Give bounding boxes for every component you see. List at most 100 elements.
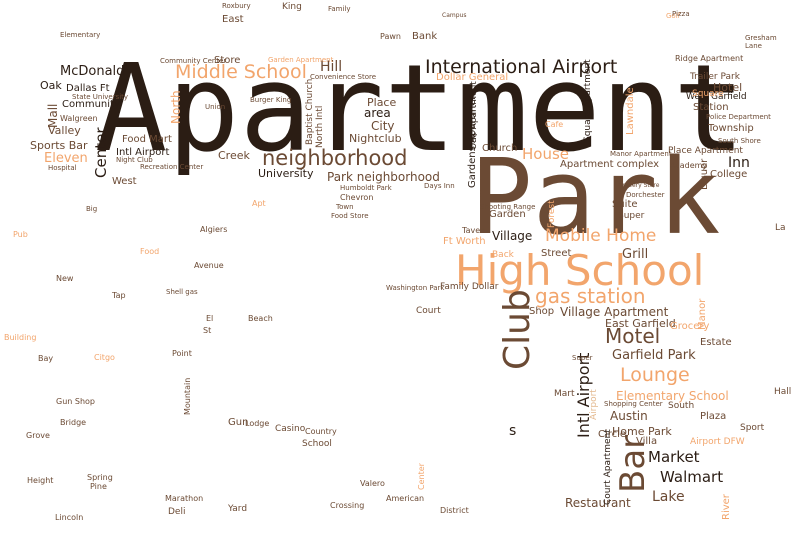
cloud-word: Washington Park — [386, 284, 445, 292]
cloud-word: Dollar General — [436, 72, 509, 83]
cloud-word: School — [302, 439, 332, 449]
cloud-word: Circle — [598, 429, 627, 440]
cloud-word: Hill — [320, 59, 343, 75]
cloud-word: area — [364, 106, 391, 120]
cloud-word: Gun Shop — [56, 397, 96, 406]
cloud-word: West Garfield — [686, 92, 747, 102]
cloud-word: Home Park — [612, 425, 672, 438]
cloud-word: Nightclub — [349, 132, 402, 145]
cloud-word: Academy — [670, 161, 708, 170]
cloud-word: Spring — [87, 473, 113, 482]
cloud-word: Club — [497, 289, 538, 370]
cloud-word: Place — [367, 96, 397, 109]
cloud-word: Park — [470, 136, 721, 258]
cloud-word: Community Center — [160, 57, 227, 65]
cloud-word: Union — [205, 103, 226, 111]
cloud-word: Intl Airport — [116, 147, 170, 158]
cloud-word: South — [668, 401, 695, 411]
cloud-word: Building — [4, 333, 37, 342]
cloud-word: College — [710, 169, 748, 180]
cloud-word: Super — [572, 354, 593, 362]
cloud-word: Inn — [728, 155, 750, 171]
cloud-word: Court Apartment — [603, 429, 613, 505]
cloud-word: North — [169, 90, 183, 124]
cloud-word: Deli — [168, 507, 186, 517]
cloud-word: Citgo — [94, 353, 115, 362]
cloud-word: Trailer Park — [690, 72, 740, 82]
cloud-word: Mart — [554, 389, 575, 399]
cloud-word: American — [386, 494, 425, 503]
cloud-word: Sport — [740, 423, 765, 433]
cloud-word: Church — [482, 143, 518, 154]
cloud-word: gas station — [535, 284, 646, 308]
cloud-word: Pine — [90, 482, 107, 491]
cloud-word: Baptist Church — [305, 78, 315, 145]
cloud-word: Street — [541, 248, 572, 259]
cloud-word: State University — [72, 93, 129, 101]
cloud-word: Big — [86, 205, 98, 213]
cloud-word: Dorchester — [626, 191, 665, 199]
cloud-word: Convenience Store — [310, 73, 377, 81]
cloud-word: Motel — [605, 324, 661, 348]
cloud-word: Pawn — [380, 32, 401, 41]
cloud-word: Village — [492, 229, 533, 243]
cloud-word: Suite — [612, 199, 638, 210]
cloud-word: Grocery — [670, 321, 710, 332]
cloud-word: Forest — [547, 200, 557, 228]
cloud-word: Roxbury — [222, 2, 251, 10]
cloud-word: Center — [417, 463, 426, 490]
cloud-word: Dallas Ft — [66, 83, 110, 94]
cloud-word: Lincoln — [55, 513, 84, 522]
cloud-word: Valero — [360, 479, 385, 488]
cloud-word: Crossing — [330, 501, 365, 510]
cloud-word: Square Apartment — [583, 59, 593, 142]
cloud-word: Hotel — [713, 81, 743, 94]
cloud-word: Garfield Park — [612, 348, 696, 363]
cloud-word: Community — [62, 99, 120, 110]
cloud-word: Oak — [40, 79, 62, 92]
cloud-word: Place Apartment — [668, 146, 743, 156]
cloud-word: Lounge — [620, 364, 690, 386]
cloud-word: City — [371, 119, 395, 133]
cloud-word: Food Store — [331, 212, 369, 220]
cloud-word: Campus — [442, 12, 467, 19]
cloud-word: Grocery Store — [618, 182, 660, 189]
cloud-word: Villa — [636, 436, 658, 447]
cloud-word: Estate — [700, 337, 732, 348]
cloud-word: East — [222, 14, 244, 25]
cloud-word: neighborhood — [262, 146, 408, 170]
cloud-word: Walmart — [660, 468, 724, 486]
cloud-word: Food Mart — [122, 134, 172, 145]
cloud-word: La — [775, 223, 786, 233]
cloud-word: North Intl — [315, 105, 325, 148]
cloud-word: Market — [648, 448, 700, 466]
cloud-word: Point — [172, 349, 192, 358]
cloud-word: University — [258, 167, 314, 180]
cloud-word: Chevron — [340, 193, 374, 202]
cloud-word: Super — [618, 211, 645, 221]
cloud-word: Lake — [652, 489, 685, 505]
cloud-word: New — [56, 274, 74, 283]
cloud-word: Airport DFW — [690, 437, 745, 447]
cloud-word: Restaurant — [565, 496, 631, 510]
cloud-word: District — [440, 506, 469, 515]
cloud-word: East Garfield — [605, 317, 676, 330]
cloud-word: El — [206, 314, 214, 323]
cloud-word: Hall — [774, 387, 792, 397]
cloud-word: Tavern — [462, 226, 489, 235]
cloud-word: Elementary — [60, 31, 101, 39]
cloud-word: Family Dollar — [440, 282, 499, 292]
cloud-word: Middle School — [175, 61, 307, 83]
cloud-word: Town — [336, 203, 354, 211]
cloud-word: Cafe — [545, 120, 564, 129]
cloud-word: Casino — [275, 424, 306, 434]
cloud-word: Square — [692, 89, 724, 99]
cloud-word: Ft Worth — [443, 236, 486, 247]
cloud-word: St — [203, 326, 212, 335]
cloud-word: King — [282, 2, 302, 12]
cloud-word: Village Apartment — [560, 305, 669, 319]
cloud-word: Grove — [26, 431, 50, 440]
cloud-word: Lawndale — [625, 87, 636, 135]
cloud-word: Family — [328, 5, 351, 13]
